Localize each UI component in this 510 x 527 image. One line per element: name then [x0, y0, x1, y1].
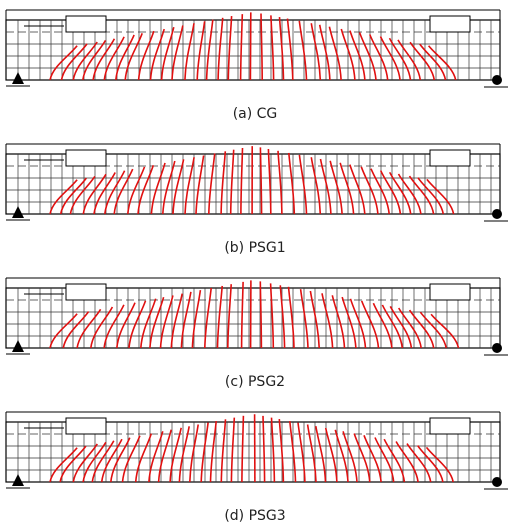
panel-caption: (d) PSG3 [224, 508, 285, 524]
crack [278, 151, 282, 214]
crack [343, 431, 357, 482]
crack [138, 165, 153, 214]
crack [231, 150, 234, 214]
crack [209, 153, 215, 214]
crack [241, 14, 243, 80]
crack [218, 286, 223, 348]
crack [261, 14, 262, 81]
pin-support [12, 206, 24, 218]
load-plate [66, 418, 106, 434]
crack [104, 305, 124, 348]
crack [211, 421, 217, 482]
crack [171, 294, 182, 348]
crack [242, 282, 244, 348]
load-plate [430, 150, 470, 166]
crack [111, 438, 130, 482]
crack [330, 161, 342, 214]
crack [272, 418, 275, 482]
crack [396, 442, 418, 483]
crack [117, 303, 135, 348]
crack [228, 16, 231, 80]
panel-caption: (b) PSG1 [224, 240, 285, 256]
crack [197, 21, 204, 80]
load-plate [66, 284, 106, 300]
crack [320, 25, 330, 80]
crack [268, 149, 270, 214]
beam-panel: (d) PSG3 [6, 412, 508, 524]
crack [288, 19, 293, 80]
roller-support [492, 75, 502, 85]
crack [375, 438, 394, 483]
load-plate [430, 418, 470, 434]
load-plate [66, 150, 106, 166]
crack [326, 428, 337, 482]
panel-caption: (c) PSG2 [225, 374, 285, 390]
crack [207, 20, 213, 80]
crack [205, 288, 211, 348]
crack [370, 35, 388, 81]
crack [350, 31, 365, 80]
crack [316, 426, 326, 482]
crack [280, 285, 284, 348]
crack [228, 284, 231, 348]
crack [77, 309, 101, 348]
crack [221, 151, 225, 214]
pin-support [12, 72, 24, 84]
beam-panel: (c) PSG2 [6, 278, 508, 390]
beam-panel: (b) PSG1 [6, 144, 508, 256]
crack [104, 37, 124, 80]
crack [221, 419, 225, 482]
crack [218, 18, 223, 80]
crack [173, 159, 184, 214]
crack [280, 17, 284, 80]
crack [371, 169, 389, 214]
crack [179, 426, 189, 482]
panel-caption: (a) CG [233, 106, 278, 122]
crack [427, 179, 454, 214]
crack [322, 293, 333, 348]
crack [231, 418, 234, 482]
crack [263, 416, 265, 482]
crack [381, 37, 401, 81]
crack [373, 303, 392, 348]
crack [196, 156, 204, 215]
crack [260, 147, 261, 214]
roller-support [492, 209, 502, 219]
load-plate [430, 284, 470, 300]
crack [192, 290, 200, 348]
load-plate [430, 16, 470, 32]
crack [299, 155, 306, 214]
pin-support [12, 340, 24, 352]
crack [242, 416, 244, 482]
load-plate [66, 16, 106, 32]
crack [241, 148, 243, 214]
crack [364, 435, 381, 482]
crack [279, 419, 283, 482]
crack [172, 26, 183, 81]
crack [427, 447, 454, 482]
crack [329, 27, 341, 80]
crack [289, 153, 295, 214]
pin-support [12, 474, 24, 486]
roller-support [492, 477, 502, 487]
crack [332, 295, 344, 348]
crack [260, 281, 261, 348]
roller-support [492, 343, 502, 353]
crack-pattern-figure: (a) CG (b) PSG1 (c) PSG2 (d) PSG3 [0, 0, 510, 527]
crack [381, 171, 401, 214]
crack [299, 21, 306, 80]
beam-panel: (a) CG [6, 10, 508, 122]
crack [91, 307, 113, 348]
